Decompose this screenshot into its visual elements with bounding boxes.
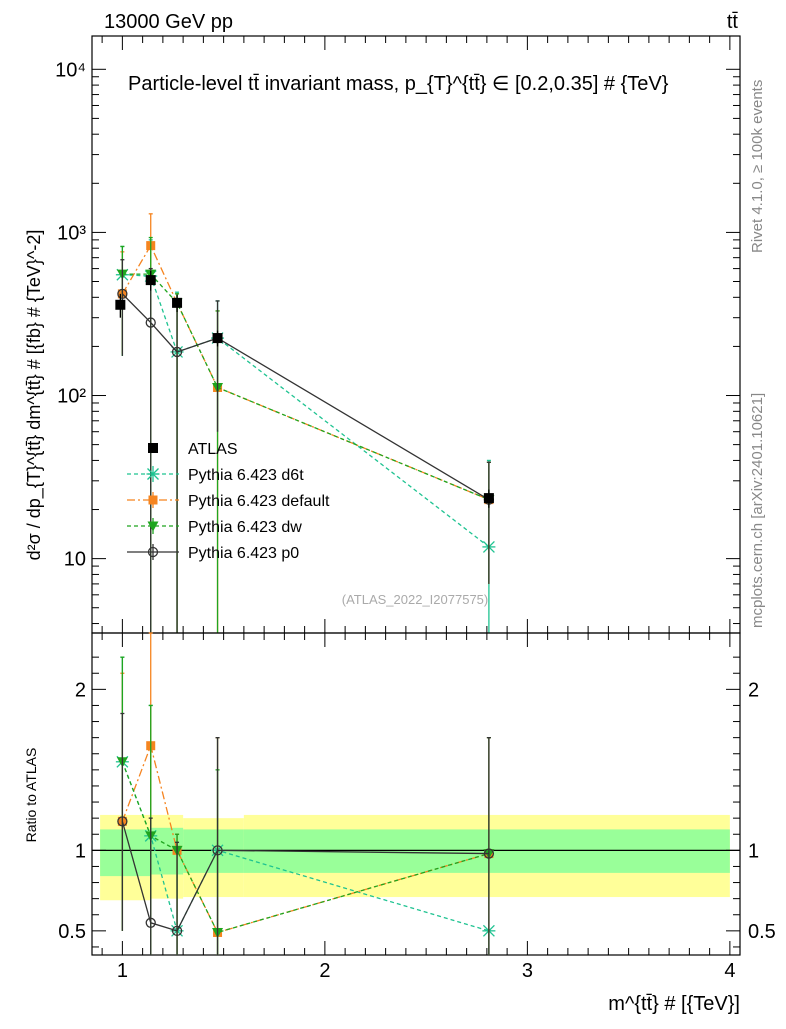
main-atlas-point <box>483 493 494 504</box>
ratio-point-p0 <box>117 816 128 827</box>
ratio-line-dw <box>121 761 490 934</box>
ratio-y-tick-label-right: 0.5 <box>748 921 776 943</box>
main-plot: 10 10² 10³ 10⁴ ATLAS Pythia 6.423 d6t Pythia 6… <box>55 35 741 634</box>
main-y-tick-label: 10⁴ <box>55 59 86 81</box>
x-tick-label: 2 <box>319 960 330 982</box>
rivet-version-label: Rivet 4.1.0, ≥ 100k events <box>749 80 766 253</box>
analysis-watermark: (ATLAS_2022_I2077575) <box>342 592 488 607</box>
ratio-point-p0 <box>212 845 223 856</box>
legend-label: Pythia 6.423 default <box>188 493 330 510</box>
legend-marker-dw <box>147 521 159 532</box>
main-y-tick-label: 10 <box>64 549 86 571</box>
legend-label: Pythia 6.423 dw <box>188 519 302 536</box>
ratio-y-tick-label-right: 2 <box>748 679 759 701</box>
main-line-dw <box>122 273 490 501</box>
ratio-point-p0 <box>483 848 495 859</box>
x-axis-label: m^{tt̄} # [{TeV}] <box>608 993 740 1015</box>
main-atlas-point <box>172 297 183 308</box>
ratio-y-tick-label: 0.5 <box>58 921 86 943</box>
chart-title: Particle-level tt̄ invariant mass, p_{T}… <box>128 73 669 95</box>
main-y-axis-label: d²σ / dp_{T}^{tt̄} dm^{tt̄} # [{fb} # {T… <box>24 230 45 561</box>
main-point-p0 <box>171 346 183 358</box>
main-frame <box>91 35 741 634</box>
legend-label: Pythia 6.423 p0 <box>188 545 299 562</box>
mcplots-label: mcplots.cern.ch [arXiv:2401.10621] <box>749 393 766 628</box>
ratio-point-p0 <box>145 917 156 928</box>
ratio-y-axis-label: Ratio to ATLAS <box>23 748 39 843</box>
x-tick-label: 4 <box>724 960 735 982</box>
x-tick-label: 1 <box>117 960 128 982</box>
main-atlas-point <box>212 333 223 344</box>
ratio-point-p0 <box>171 925 183 936</box>
ratio-y-tick-label-right: 1 <box>748 840 759 862</box>
main-point-p0 <box>117 288 128 300</box>
ratio-band-inner <box>100 829 151 877</box>
process-label: tt̄ <box>727 11 739 33</box>
legend-label: ATLAS <box>188 441 238 458</box>
ratio-y-tick-label: 1 <box>75 840 86 862</box>
legend-marker-p0 <box>147 546 159 558</box>
legend-label: Pythia 6.423 d6t <box>188 467 304 484</box>
legend-marker-atlas <box>148 443 158 453</box>
beam-label: 13000 GeV pp <box>104 11 233 33</box>
main-y-tick-label: 10³ <box>57 222 86 244</box>
legend-marker-default <box>148 495 158 505</box>
main-point-p0 <box>145 317 156 328</box>
main-atlas-point <box>115 299 126 310</box>
ratio-frame <box>91 632 741 956</box>
main-atlas-point <box>145 275 156 286</box>
main-y-tick-label: 10² <box>57 386 86 408</box>
ratio-plot: 0.5 0.5 1 1 2 2 1 2 3 4 <box>58 632 776 982</box>
x-tick-label: 3 <box>522 960 533 982</box>
ratio-y-tick-label: 2 <box>75 679 86 701</box>
